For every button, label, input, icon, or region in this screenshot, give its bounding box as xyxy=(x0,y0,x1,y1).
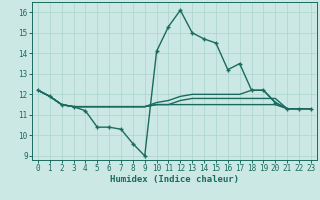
X-axis label: Humidex (Indice chaleur): Humidex (Indice chaleur) xyxy=(110,175,239,184)
